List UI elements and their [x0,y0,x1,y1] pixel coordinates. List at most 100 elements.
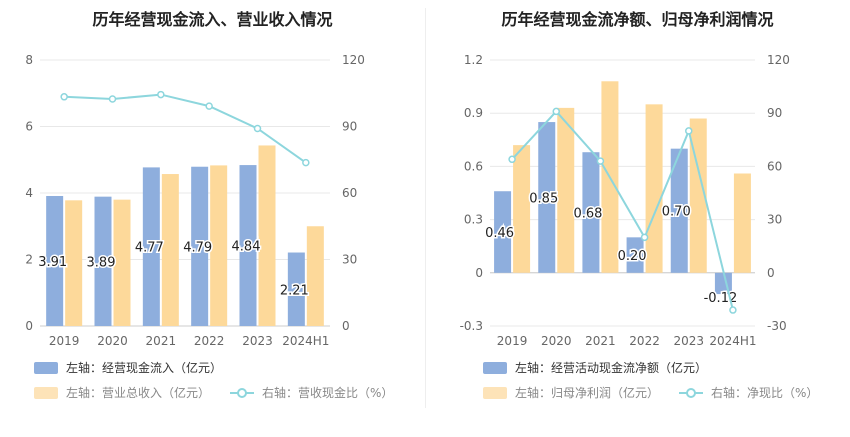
ratio-line [511,109,734,311]
line-marker-icon [230,387,255,399]
legend-label: 右轴：净现比（%） [711,386,819,400]
secondary-bar [733,173,751,273]
left-axis-tick-label: 1.2 [464,53,483,67]
right-axis-tick-label: 0 [342,319,350,333]
ratio-point [552,107,560,116]
x-axis-tick-label: 2022 [194,334,225,348]
x-axis-tick-label: 2021 [585,334,616,348]
legend-row-secondary: 左轴：营业总收入（亿元） 右轴：营收现金比（%） [34,384,393,401]
legend-label: 左轴：经营现金流入（亿元） [66,361,223,375]
right-axis-tick-label: 60 [767,159,782,173]
primary-bar [287,252,305,326]
secondary-bar [210,165,228,326]
net-cash-flow-profit-panel: 历年经营现金流净额、归母净利润情况 -0.3 0 0.3 0.6 0.9 1.2 -30 0 3… [425,0,850,437]
right-axis-tick-label: -30 [767,319,787,333]
primary-bar [46,195,64,326]
legend-primary-bar[interactable]: 左轴：经营现金流入（亿元） [34,359,222,376]
bar-data-label: 4.77 [135,241,164,256]
x-axis-tick-label: 2020 [97,334,128,348]
left-axis-tick-label: 0.9 [464,106,483,120]
legend-ratio-line[interactable]: 右轴：净现比（%） [679,384,818,401]
right-axis-tick-label: 120 [767,53,790,67]
bar-data-label: 0.68 [573,207,602,222]
ratio-point [640,233,649,242]
secondary-bar [306,226,324,326]
right-axis-tick-label: 30 [767,213,782,227]
secondary-bar [689,118,707,273]
bar-data-label: 0.85 [529,191,558,206]
cash-inflow-revenue-panel: 历年经营现金流入、营业收入情况 0 2 4 6 8 0 30 60 90 120 2019 2020 2… [25,10,393,401]
right-axis-tick-label: 0 [767,266,775,280]
primary-bar [94,196,112,326]
x-axis-tick-label: 2021 [146,334,177,348]
right-axis-tick-label: 30 [342,253,357,267]
chart-title: 历年经营现金流净额、归母净利润情况 [501,10,774,29]
ratio-point [302,158,310,167]
x-axis-tick-label: 2023 [242,334,273,348]
legend-label: 左轴：归母净利润（亿元） [515,386,660,400]
panel-divider [425,8,426,408]
secondary-bar [258,145,276,326]
x-axis-tick-label: 2020 [541,334,572,348]
ratio-point [729,306,737,314]
right-axis-tick-label: 90 [342,120,357,134]
ratio-point [60,93,68,101]
secondary-bar [645,104,663,273]
right-axis-tick-label: 90 [767,106,782,120]
ratio-point [253,124,262,133]
ratio-point [205,102,213,110]
x-axis-tick-label: 2019 [497,334,528,348]
legend-secondary-bar[interactable]: 左轴：营业总收入（亿元） [34,384,210,401]
ratio-point [685,127,693,135]
net-cash-flow-profit-chart: -0.3 0 0.3 0.6 0.9 1.2 -30 0 30 60 90 120 2019 2020 20… [460,53,790,348]
bar-data-label: 2.21 [280,283,309,298]
legend-row-secondary: 左轴：归母净利润（亿元） 右轴：净现比（%） [483,384,818,401]
bar-data-label: 4.79 [183,240,212,255]
x-axis-tick-label: 2024H1 [709,334,756,348]
primary-bar [538,122,556,273]
primary-bar [142,167,160,326]
ratio-point [157,90,165,99]
bar-data-label: 4.84 [232,240,261,255]
right-axis-tick-label: 60 [342,186,357,200]
secondary-bar [513,145,531,273]
cash-inflow-revenue-chart: 0 2 4 6 8 0 30 60 90 120 2019 2020 2021 2022 2023 2024H… [25,53,365,348]
legend-label: 右轴：营收现金比（%） [262,386,394,400]
ratio-point [508,155,516,164]
secondary-bar [65,200,83,326]
x-axis-tick-label: 2024H1 [282,334,329,348]
legend-label: 左轴：经营活动现金流净额（亿元） [515,361,708,375]
bar-data-label: 0.46 [485,226,514,241]
legend-secondary-bar[interactable]: 左轴：归母净利润（亿元） [483,384,659,401]
left-axis-tick-label: 0.6 [464,159,483,173]
left-axis-tick-label: 8 [25,53,33,67]
x-axis-tick-label: 2019 [49,334,80,348]
left-axis-tick-label: 2 [25,253,33,267]
secondary-bar [113,199,131,326]
secondary-bar [557,107,575,273]
ratio-point [108,95,117,103]
x-axis-tick-label: 2022 [629,334,660,348]
primary-bar [191,166,209,326]
legend-label: 左轴：营业总收入（亿元） [66,386,211,400]
primary-bar [670,148,688,273]
legend-primary-bar[interactable]: 左轴：经营活动现金流净额（亿元） [483,359,707,376]
primary-bar [239,165,257,326]
legend-swatch-secondary [34,386,58,399]
left-axis-tick-label: 0 [25,319,33,333]
chart-title: 历年经营现金流入、营业收入情况 [92,10,333,29]
legend-ratio-line[interactable]: 右轴：营收现金比（%） [230,384,393,401]
ratio-line [64,93,307,164]
left-axis-tick-label: 0.3 [464,213,483,227]
bar-data-label: 0.20 [618,249,647,264]
line-marker-icon [679,387,704,399]
bar-data-label: 3.89 [87,255,116,270]
left-axis-tick-label: -0.3 [460,319,483,333]
secondary-bar [161,174,179,326]
left-axis-tick-label: 0 [475,266,483,280]
legend-swatch-primary [34,361,58,374]
legend-swatch-secondary [483,386,507,399]
legend-swatch-primary [483,361,507,374]
primary-bar [626,237,644,273]
bar-data-label: 3.91 [38,255,67,270]
